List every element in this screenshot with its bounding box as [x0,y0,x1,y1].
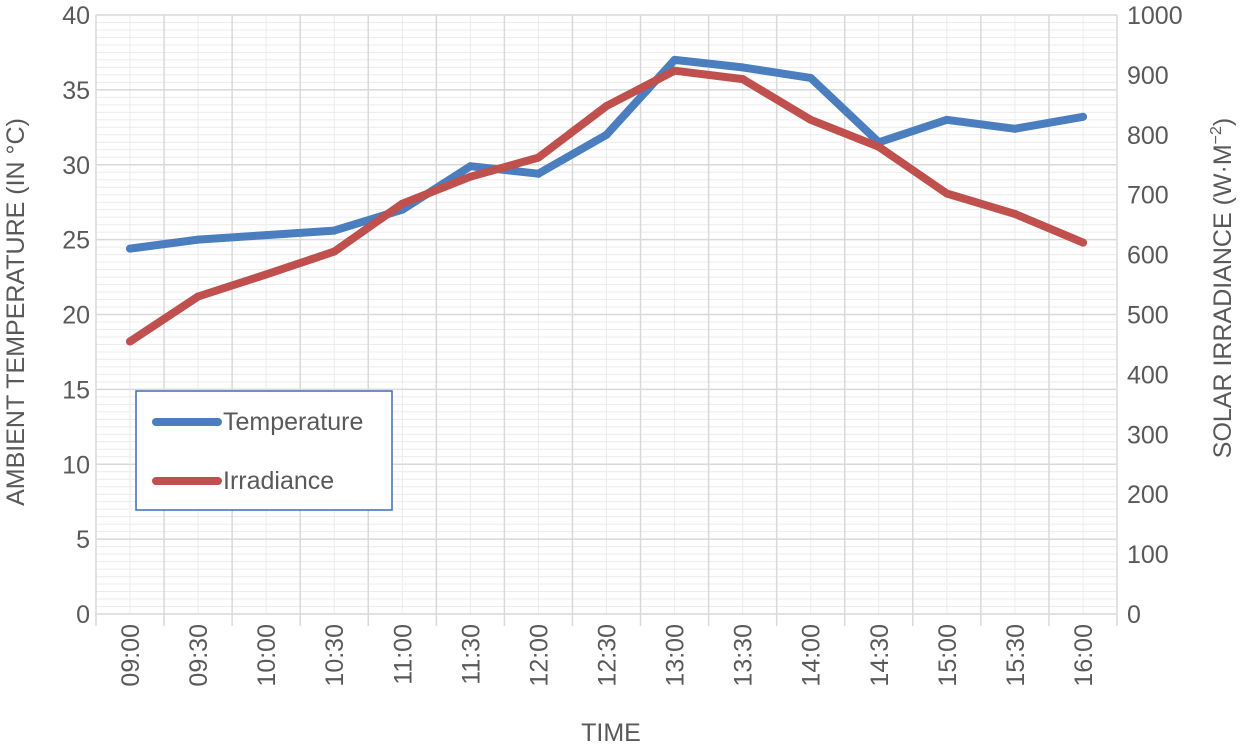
right-tick-label: 0 [1127,601,1141,629]
legend: Temperature Irradiance [135,390,393,511]
data-point-temperature [466,162,475,171]
data-point-temperature [194,235,203,244]
right-tick-label: 600 [1127,242,1169,270]
data-point-irradiance [806,115,815,124]
data-point-temperature [534,169,543,178]
right-tick-label: 400 [1127,361,1169,389]
data-point-irradiance [670,66,679,75]
data-point-temperature [330,226,339,235]
left-tick-label: 25 [62,227,90,255]
right-tick-label: 800 [1127,122,1169,150]
x-tick-label: 09:00 [117,624,145,687]
legend-box [135,390,393,511]
x-tick-label: 12:30 [594,624,622,687]
x-tick-label: 14:30 [866,624,894,687]
data-point-irradiance [330,247,339,256]
x-axis-title: TIME [581,719,641,747]
data-point-irradiance [126,337,135,346]
right-axis-title: SOLAR IRRADIANCE (W·M−2) [1208,118,1237,458]
right-axis-ticks: 0 100 200 300 400 500 600 700 800 900 1000 [1127,2,1183,629]
right-tick-label: 300 [1127,421,1169,449]
left-tick-label: 15 [62,376,90,404]
x-tick-label: 13:30 [730,624,758,687]
left-tick-label: 30 [62,152,90,180]
data-point-temperature [1078,112,1087,121]
left-tick-label: 20 [62,302,90,330]
x-tick-label: 10:30 [321,624,349,687]
series-lines [126,55,1087,346]
data-point-irradiance [1078,238,1087,247]
x-tick-label: 11:30 [457,624,485,685]
minor-grid [96,15,1117,614]
x-tick-label: 14:00 [798,624,826,687]
legend-label-irradiance: Irradiance [223,467,334,495]
left-axis-title: AMBIENT TEMPERATURE (IN °C) [2,118,30,506]
data-point-irradiance [738,75,747,84]
data-point-irradiance [262,270,271,279]
x-tick-label: 15:00 [934,624,962,687]
left-tick-label: 40 [62,2,90,30]
right-tick-label: 200 [1127,481,1169,509]
left-tick-label: 35 [62,77,90,105]
x-tick-label: 16:00 [1070,624,1098,687]
data-point-temperature [602,130,611,139]
x-axis-ticks: 09:00 09:30 10:00 10:30 11:00 11:30 12:00 12:30… [117,624,1098,687]
data-point-irradiance [194,292,203,301]
data-point-temperature [738,63,747,72]
data-point-irradiance [942,189,951,198]
data-point-irradiance [534,153,543,162]
right-tick-label: 500 [1127,302,1169,330]
left-tick-label: 10 [62,451,90,479]
right-tick-label: 1000 [1127,2,1183,30]
data-point-irradiance [398,199,407,208]
x-tick-label: 12:00 [525,624,553,687]
data-point-irradiance [466,172,475,181]
left-tick-label: 0 [76,601,90,629]
data-point-temperature [1010,124,1019,133]
right-tick-label: 100 [1127,541,1169,569]
data-point-temperature [262,231,271,240]
right-tick-label: 900 [1127,62,1169,90]
data-point-irradiance [602,102,611,111]
left-tick-label: 5 [76,526,90,554]
x-tick-label: 15:30 [1002,624,1030,687]
right-tick-label: 700 [1127,182,1169,210]
data-point-temperature [942,115,951,124]
x-tick-label: 11:00 [389,624,417,685]
x-tick-label: 09:30 [185,624,213,687]
data-point-temperature [126,244,135,253]
data-point-temperature [806,73,815,82]
data-point-irradiance [1010,209,1019,218]
x-tick-label: 13:00 [662,624,690,687]
left-axis-ticks: 0 5 10 15 20 25 30 35 40 [62,2,90,629]
legend-label-temperature: Temperature [223,408,363,436]
data-point-temperature [670,55,679,64]
x-tick-label: 10:00 [253,624,281,687]
data-point-irradiance [874,142,883,151]
